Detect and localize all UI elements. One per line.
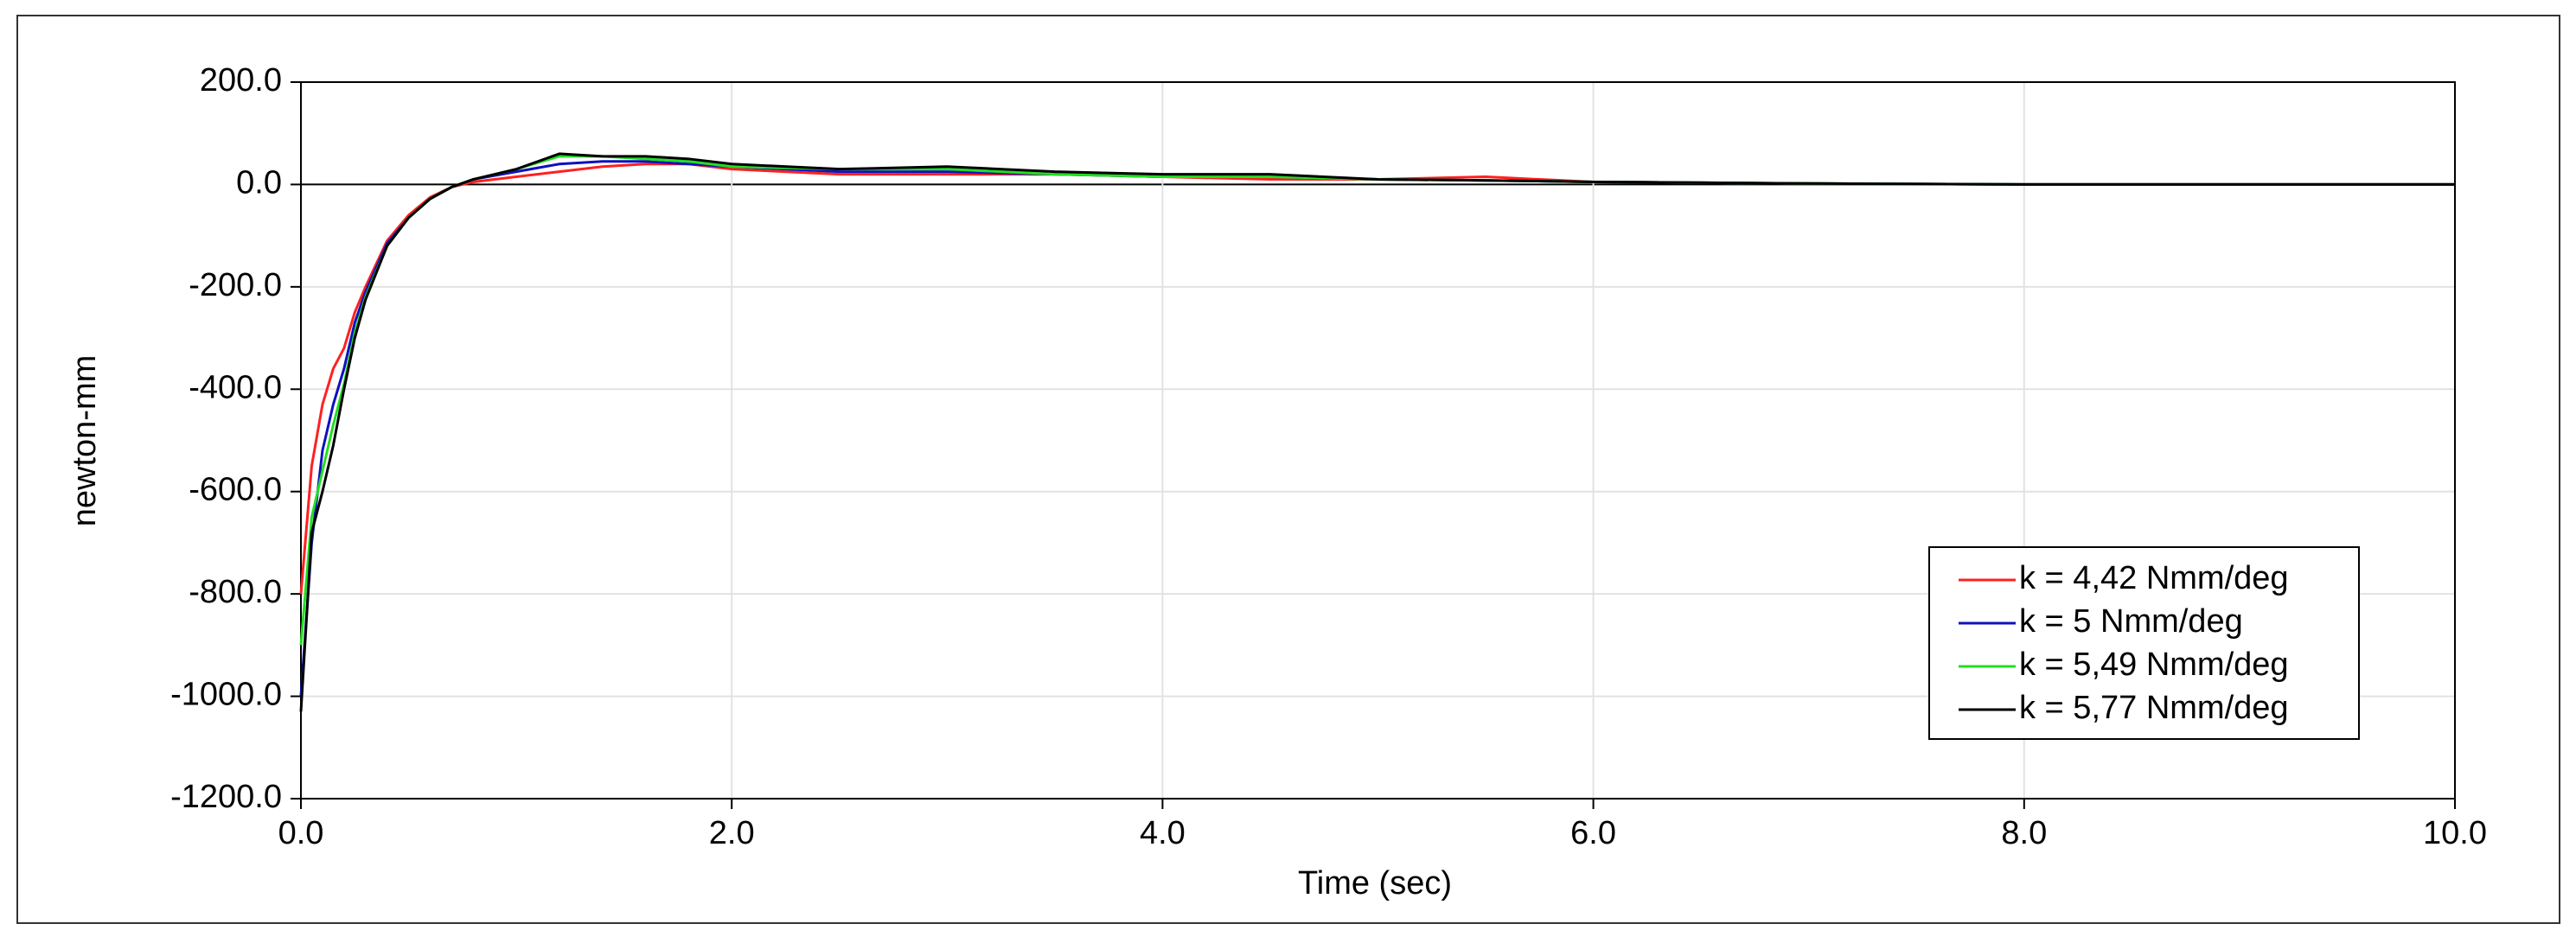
y-tick-label: -200.0	[189, 267, 282, 303]
y-tick-label: -600.0	[189, 472, 282, 508]
legend-label: k = 5 Nmm/deg	[2019, 603, 2243, 640]
x-tick-label: 0.0	[278, 815, 324, 851]
x-tick-label: 2.0	[709, 815, 755, 851]
series-line	[299, 152, 2455, 712]
y-tick-label: 0.0	[236, 164, 282, 201]
x-axis-label: Time (sec)	[1298, 865, 1452, 902]
legend-label: k = 5,49 Nmm/deg	[2019, 647, 2289, 683]
x-tick-label: 6.0	[1570, 815, 1616, 851]
y-tick-label: -1000.0	[170, 677, 282, 713]
y-axis-label: newton-mm	[67, 355, 103, 527]
x-tick-label: 10.0	[2423, 815, 2487, 851]
plot-border	[300, 81, 2456, 800]
legend-label: k = 4,42 Nmm/deg	[2019, 560, 2289, 596]
series-line	[299, 162, 2455, 595]
y-tick-label: -800.0	[189, 574, 282, 610]
legend-label: k = 5,77 Nmm/deg	[2019, 690, 2289, 726]
y-tick-label: -400.0	[189, 369, 282, 405]
y-tick-label: 200.0	[200, 62, 282, 99]
x-tick-label: 4.0	[1140, 815, 1186, 851]
y-tick-label: -1200.0	[170, 779, 282, 815]
x-tick-label: 8.0	[2001, 815, 2047, 851]
